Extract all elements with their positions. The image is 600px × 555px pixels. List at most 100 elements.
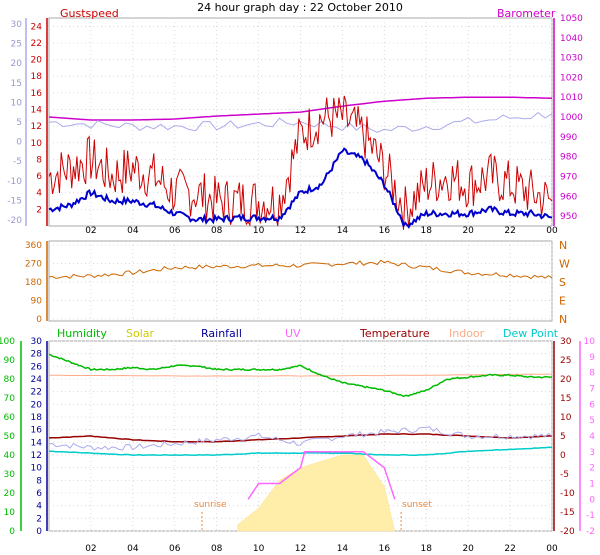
series-windspeed [48,147,553,229]
humidity-tick-label: 0 [9,527,15,537]
temperature-tick-label: 15 [560,394,571,404]
gust-tick-label: 16 [31,89,43,99]
sunrise-label: sunrise [194,500,227,510]
uv-tick-label: 4 [589,432,595,442]
humidity-tick-label: 10 [4,508,16,518]
series-lines [48,95,553,532]
uv-tick-label: 2 [589,464,595,474]
time-tick-label-top: 18 [421,226,433,236]
temperature-tick-label: 25 [560,356,571,366]
compass-tick-label: N [559,239,567,252]
uv-tick-label: 10 [584,337,596,347]
temperature-tick-label: 10 [560,413,572,423]
humidity-tick-label: 90 [4,356,16,366]
solar-tick-label: 2 [36,514,42,524]
solar-tick-label: 24 [31,375,43,385]
gust-tick-label: 18 [31,72,43,82]
barometer-tick-label: 960 [560,192,577,202]
series-indoor [49,373,553,377]
direction-tick-label: 0 [36,315,42,325]
gust-tick-label: 22 [31,39,42,49]
series-uv [247,451,396,500]
barometer-tick-label: 970 [560,172,577,182]
solar-tick-label: 26 [31,362,43,372]
series-gust-faint [48,426,553,451]
chart-title: 24 hour graph day : 22 October 2010 [197,1,403,14]
outer-left-tick-label: 15 [11,79,22,89]
humidity-tick-label: 30 [4,470,16,480]
direction-tick-label: 360 [25,241,42,251]
outer-left-tick-label: -15 [7,196,22,206]
time-tick-label-top: 00 [546,226,558,236]
outer-left-tick-label: -10 [7,177,22,187]
legend-temperature: Temperature [359,327,430,340]
solar-tick-label: 8 [36,476,42,486]
sunset-label: sunset [402,500,432,510]
solar-tick-label: 4 [36,502,42,512]
humidity-tick-label: 70 [4,394,16,404]
temperature-tick-label: -15 [560,508,575,518]
uv-tick-label: -2 [586,527,595,537]
series-humidity [48,353,552,398]
time-tick-label-bottom: 08 [211,544,223,554]
uv-tick-label: -1 [586,511,595,521]
barometer-tick-label: 950 [560,212,577,222]
time-tick-label-top: 02 [85,226,96,236]
series-wind-direction [48,259,553,280]
barometer-tick-label: 1030 [560,54,583,64]
humidity-tick-label: 20 [4,489,16,499]
solar-tick-label: 10 [31,464,43,474]
time-tick-label-top: 22 [504,226,515,236]
legend-solar: Solar [126,327,155,340]
legend-rainfall: Rainfall [201,327,242,340]
uv-tick-label: 0 [589,495,595,505]
series-faint-gust [48,111,553,133]
time-tick-label-bottom: 20 [462,544,474,554]
outer-left-tick-label: 10 [11,98,23,108]
series-barometer [48,96,553,121]
temperature-tick-label: 20 [560,375,572,385]
barometer-tick-label: 980 [560,153,577,163]
series-solar [237,454,396,532]
outer-left-tick-label: 5 [16,118,22,128]
series-dew-point [48,446,553,457]
uv-tick-label: 1 [589,480,595,490]
time-tick-label-bottom: 12 [295,544,306,554]
uv-tick-label: 3 [589,448,595,458]
barometer-tick-label: 1010 [560,93,583,103]
humidity-tick-label: 100 [0,337,15,347]
time-tick-label-bottom: 18 [421,544,433,554]
gustspeed-axis-label: Gustspeed [60,7,119,20]
barometer-tick-label: 1020 [560,73,583,83]
gust-tick-label: 12 [31,122,42,132]
outer-left-tick-label: 0 [16,138,22,148]
uv-tick-label: 9 [589,353,595,363]
time-tick-label-bottom: 06 [169,544,181,554]
outer-left-tick-label: -5 [13,157,22,167]
time-tick-label-bottom: 00 [546,544,558,554]
temperature-tick-label: 30 [560,337,572,347]
temperature-tick-label: -5 [560,470,569,480]
uv-tick-label: 5 [589,416,595,426]
outer-left-tick-label: 25 [11,40,22,50]
outer-left-tick-label: 20 [11,59,23,69]
compass-tick-label: S [559,276,566,289]
time-tick-label-top: 16 [379,226,391,236]
compass-tick-label: W [559,258,570,271]
legend-uv: UV [285,327,301,340]
axes: 0202040406060808101012121414161618182020… [0,14,595,554]
gust-tick-label: 20 [31,56,43,66]
uv-tick-label: 7 [589,385,595,395]
uv-tick-label: 6 [589,400,595,410]
time-tick-label-bottom: 10 [253,544,265,554]
direction-tick-label: 90 [31,297,43,307]
temperature-tick-label: -20 [560,527,575,537]
time-tick-label-bottom: 04 [127,544,139,554]
barometer-tick-label: 990 [560,133,577,143]
time-tick-label-bottom: 14 [337,544,349,554]
outer-left-tick-label: 30 [11,20,23,30]
barometer-axis-label: Barometer [497,7,556,20]
time-tick-label-top: 06 [169,226,181,236]
compass-tick-label: E [559,295,566,308]
